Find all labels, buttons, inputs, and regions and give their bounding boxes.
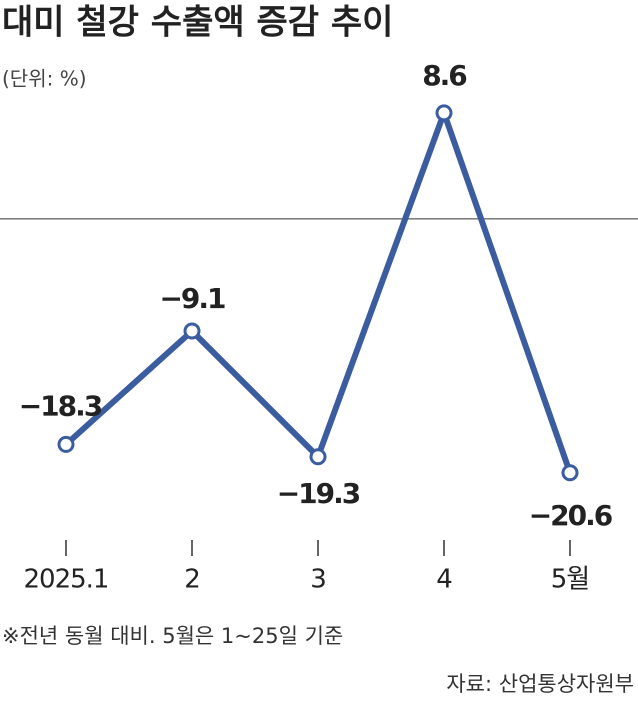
value-label: 8.6 bbox=[422, 59, 466, 92]
value-label: −18.3 bbox=[19, 389, 102, 422]
data-point bbox=[561, 464, 579, 482]
chart-subtitle: (단위: %) bbox=[2, 67, 87, 91]
value-label: −9.1 bbox=[159, 282, 225, 315]
x-tick-label: 5월 bbox=[551, 565, 589, 595]
data-line bbox=[63, 109, 573, 474]
note: ※전년 동월 대비. 5월은 1~25일 기준 bbox=[2, 624, 343, 648]
value-label: −20.6 bbox=[529, 499, 612, 532]
data-point bbox=[183, 322, 201, 340]
x-tick-label: 3 bbox=[310, 565, 326, 595]
source: 자료: 산업통상자원부 bbox=[446, 672, 634, 696]
x-tick-label: 4 bbox=[436, 565, 452, 595]
data-point bbox=[435, 104, 453, 122]
x-tick-label: 2025.1 bbox=[24, 565, 109, 595]
chart-title: 대미 철강 수출액 증감 추이 bbox=[2, 3, 393, 43]
value-label: −19.3 bbox=[277, 477, 360, 510]
data-point bbox=[309, 448, 327, 466]
x-tick-label: 2 bbox=[184, 565, 200, 595]
data-point bbox=[57, 435, 75, 453]
